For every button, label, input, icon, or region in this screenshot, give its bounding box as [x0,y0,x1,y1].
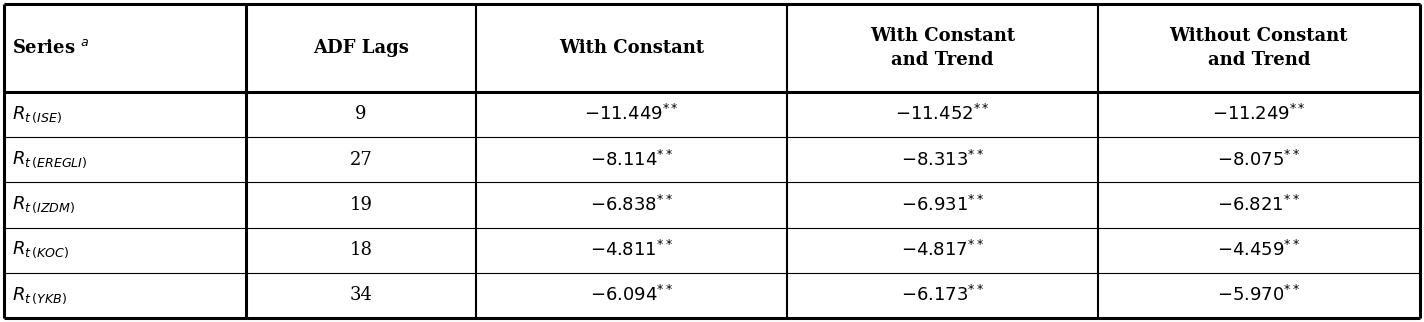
Text: 18: 18 [349,241,373,259]
Text: $-4.811^{**}$: $-4.811^{**}$ [590,240,674,260]
Text: 9: 9 [355,105,366,123]
Text: ADF Lags: ADF Lags [313,39,409,57]
Text: $-6.173^{**}$: $-6.173^{**}$ [900,285,984,306]
Text: $R_{t\,(KOC)}$: $R_{t\,(KOC)}$ [11,240,70,260]
Text: $-6.838^{**}$: $-6.838^{**}$ [590,195,674,215]
Text: $R_{t\,(YKB)}$: $R_{t\,(YKB)}$ [11,285,67,306]
Text: 27: 27 [349,151,372,169]
Text: $-4.817^{**}$: $-4.817^{**}$ [901,240,984,260]
Text: $-8.114^{**}$: $-8.114^{**}$ [590,150,674,170]
Text: $-11.452^{**}$: $-11.452^{**}$ [894,104,990,124]
Text: $-11.249^{**}$: $-11.249^{**}$ [1212,104,1306,124]
Text: $-6.821^{**}$: $-6.821^{**}$ [1218,195,1300,215]
Text: $R_{t\,(EREGLI)}$: $R_{t\,(EREGLI)}$ [11,149,87,170]
Text: $-8.313^{**}$: $-8.313^{**}$ [900,150,984,170]
Text: $-4.459^{**}$: $-4.459^{**}$ [1218,240,1300,260]
Text: 34: 34 [349,286,372,304]
Text: 19: 19 [349,196,373,214]
Text: $-6.931^{**}$: $-6.931^{**}$ [900,195,984,215]
Text: $R_{t\,(ISE)}$: $R_{t\,(ISE)}$ [11,104,61,125]
Text: $-6.094^{**}$: $-6.094^{**}$ [590,285,674,306]
Text: $R_{t\,(IZDM)}$: $R_{t\,(IZDM)}$ [11,194,75,215]
Text: Without Constant
and Trend: Without Constant and Trend [1169,27,1349,69]
Text: $-11.449^{**}$: $-11.449^{**}$ [584,104,679,124]
Text: With Constant: With Constant [558,39,703,57]
Text: Series $^a$: Series $^a$ [11,39,90,57]
Text: $-5.970^{**}$: $-5.970^{**}$ [1218,285,1300,306]
Text: With Constant
and Trend: With Constant and Trend [870,27,1015,69]
Text: $-8.075^{**}$: $-8.075^{**}$ [1218,150,1300,170]
